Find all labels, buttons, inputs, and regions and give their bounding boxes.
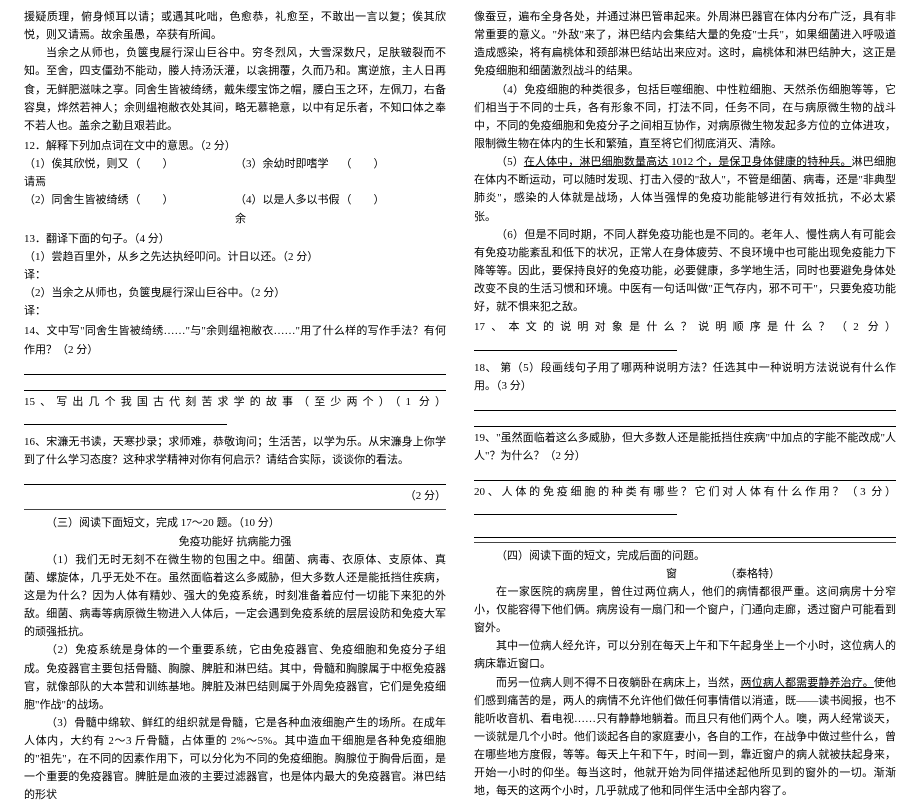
q12: 12．解释下列加点词在文中的意思。（2 分） [24, 137, 446, 155]
s3p1: （1）我们无时无刻不在微生物的包围之中。细菌、病毒、衣原体、支原体、真菌、螺旋体… [24, 551, 446, 642]
q16: 16、宋濂无书读，天寒抄录；求师难，恭敬询问；生活苦，以学为乐。从宋濂身上你学到… [24, 433, 446, 469]
q12-2: （2）同舍生皆被绮绣 [24, 191, 130, 227]
q14: 14、文中写"同舍生皆被绮绣……"与"余则缊袍敝衣……"用了什么样的写作手法？有… [24, 322, 446, 358]
yi2: 译： [24, 302, 446, 320]
para: 像蚕豆，遍布全身各处，并通过淋巴管串起来。外周淋巴器官在体内分布广泛，具有非常重… [474, 8, 896, 81]
separator [474, 542, 896, 543]
q18: 18、 第（5）段画线句子用了哪两种说明方法？任选其中一种说明方法说说有什么作用… [474, 359, 896, 395]
answer-blank[interactable] [474, 501, 677, 515]
para-with-underline: （5）在人体中，淋巴细胞数量高达 1012 个，是保卫身体健康的特种兵。淋巴细胞… [474, 153, 896, 226]
section4-author: （泰格特） [685, 565, 896, 583]
para: （4）免疫细胞的种类很多，包括巨噬细胞、中性粒细胞、天然杀伤细胞等等，它们相当于… [474, 81, 896, 154]
s4p2: 其中一位病人经允许，可以分别在每天上午和下午起身坐上一个小时，这位病人的病床靠近… [474, 637, 896, 673]
q13-2: （2）当余之从师也，负箧曳屣行深山巨谷中。（2 分） [24, 284, 446, 302]
s3p3: （3）骨髓中绵软、鲜红的组织就是骨髓，它是各种血液细胞产生的场所。在成年人体内，… [24, 714, 446, 805]
q19: 19、"虽然面临着这么多威胁，但大多数人还是能抵挡住疾病"中加点的字能不能改成"… [474, 429, 896, 465]
q12-1: （1）俟其欣悦，则又请焉 [24, 155, 130, 191]
para: 援疑质理，俯身倾耳以请；或遇其叱咄，色愈恭，礼愈至，不敢出一言以复；俟其欣悦，则… [24, 8, 446, 44]
answer-blank[interactable] [474, 397, 896, 411]
section3-title: 免疫功能好 抗病能力强 [24, 533, 446, 551]
answer-blank[interactable] [24, 411, 227, 425]
section3-heading: （三）阅读下面短文，完成 17～20 题。（10 分） [24, 514, 446, 532]
q16-score: （2 分） [24, 487, 446, 505]
q13: 13．翻译下面的句子。（4 分） [24, 230, 446, 248]
answer-blank[interactable] [474, 337, 677, 351]
s4p3: 而另一位病人则不得不日夜躺卧在病床上，当然，两位病人都需要静养治疗。使他们感到痛… [474, 674, 896, 801]
q20: 20、人体的免疫细胞的种类有哪些？它们对人体有什么作用？（3 分） [474, 483, 896, 521]
section4-title: 窗 [474, 565, 685, 583]
answer-blank[interactable] [474, 413, 896, 427]
s4p1: 在一家医院的病房里，曾住过两位病人，他们的病情都很严重。这间病房十分窄小，仅能容… [474, 583, 896, 637]
q12-row1: （1）俟其欣悦，则又请焉 （ ） （3）余幼时即嗜学 （ ） [24, 155, 446, 191]
q12-row2: （2）同舍生皆被绮绣 （ ） （4）以是人多以书假余 （ ） [24, 191, 446, 227]
underlined-text: 两位病人都需要静养治疗。 [741, 677, 874, 689]
q12-4: （4）以是人多以书假余 [235, 191, 341, 227]
separator [24, 509, 446, 510]
answer-blank[interactable] [474, 524, 896, 538]
section4-heading: （四）阅读下面的短文，完成后面的问题。 [474, 547, 896, 565]
answer-blank[interactable] [24, 377, 446, 391]
yi1: 译： [24, 266, 446, 284]
answer-blank[interactable] [24, 361, 446, 375]
para: 当余之从师也，负箧曳屣行深山巨谷中。穷冬烈风，大雪深数尺，足肤皲裂而不知。至舍，… [24, 44, 446, 135]
q12-3: （3）余幼时即嗜学 [235, 155, 341, 191]
answer-blank[interactable] [24, 471, 446, 485]
q13-1: （1）尝趋百里外，从乡之先达执经叩问。计日以还。（2 分） [24, 248, 446, 266]
q15: 15、写出几个我国古代刻苦求学的故事（至少两个）（1 分） [24, 393, 446, 431]
s3p2: （2）免疫系统是身体的一个重要系统，它由免疫器官、免疫细胞和免疫分子组成。免疫器… [24, 641, 446, 714]
underlined-text: 在人体中，淋巴细胞数量高达 1012 个，是保卫身体健康的特种兵。 [524, 156, 852, 168]
answer-blank[interactable] [474, 467, 896, 481]
q17: 17、本文的说明对象是什么？说明顺序是什么？（2 分） [474, 318, 896, 356]
para: （6）但是不同时期，不同人群免疫功能也是不同的。老年人、慢性病人有可能会有免疫功… [474, 226, 896, 317]
